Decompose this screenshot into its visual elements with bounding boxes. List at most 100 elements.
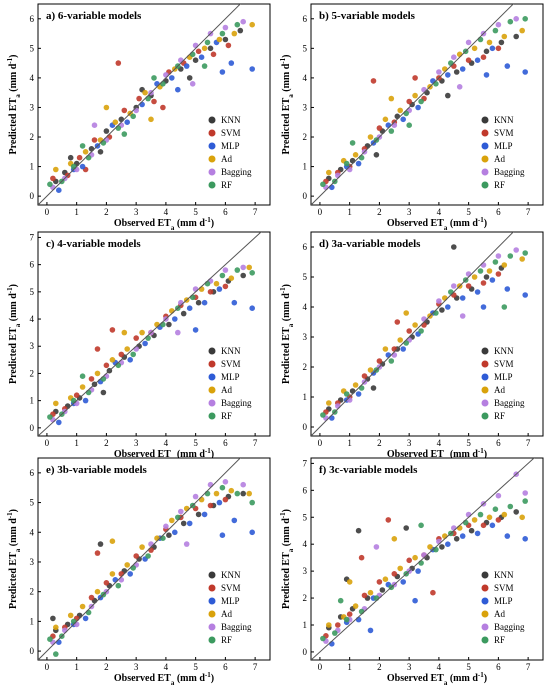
data-point <box>201 45 208 52</box>
data-point <box>367 367 374 373</box>
x-tick-label: 1 <box>74 662 79 672</box>
data-point <box>189 81 196 87</box>
data-point <box>56 187 62 193</box>
legend: KNN SVM MLP Ad Bagging RF <box>481 570 525 645</box>
data-point <box>352 603 359 609</box>
legend-label: Bagging <box>494 622 525 632</box>
data-point <box>216 286 223 292</box>
y-tick-label: 4 <box>30 527 35 537</box>
series-ad <box>326 511 525 628</box>
y-tick-label: 2 <box>30 132 35 142</box>
data-point <box>480 262 487 268</box>
series-ad <box>53 264 252 407</box>
data-point <box>124 346 130 352</box>
data-point <box>103 580 110 586</box>
legend-marker <box>481 636 489 644</box>
data-point <box>91 137 98 143</box>
data-point <box>522 536 528 542</box>
data-point <box>183 541 190 547</box>
y-tick-label: 1 <box>30 616 35 626</box>
data-point <box>169 517 175 524</box>
y-axis-label-main: Predicted ET <box>281 552 292 609</box>
data-point <box>519 256 525 262</box>
data-point <box>326 169 332 176</box>
data-point <box>373 544 380 550</box>
data-point <box>133 553 139 559</box>
data-point <box>172 529 178 536</box>
data-point <box>367 134 374 140</box>
data-point <box>195 299 202 306</box>
data-point <box>335 403 341 409</box>
data-point <box>501 262 508 268</box>
data-point <box>370 78 377 84</box>
data-point <box>73 392 80 399</box>
y-axis-label-close: ) <box>8 54 19 57</box>
y-tick-label: 4 <box>303 539 308 549</box>
x-tick-label: 4 <box>164 207 169 217</box>
legend-label: MLP <box>494 596 513 606</box>
data-point <box>118 571 125 577</box>
data-point <box>198 286 205 292</box>
data-point <box>445 72 451 78</box>
data-point <box>201 299 208 306</box>
data-point <box>246 264 252 271</box>
y-axis-label-main: Predicted ET <box>8 552 19 609</box>
data-point <box>376 125 383 131</box>
data-point <box>504 63 511 69</box>
x-tick-label: 3 <box>134 438 139 448</box>
data-point <box>183 63 190 69</box>
data-point <box>391 536 398 542</box>
data-point <box>495 253 502 259</box>
x-axis-label: Observed ETa (mm d-1) <box>114 216 214 232</box>
data-point <box>228 275 235 282</box>
data-point <box>418 328 424 334</box>
data-point <box>228 60 235 66</box>
legend-marker <box>208 155 216 163</box>
x-tick-label: 0 <box>45 438 50 448</box>
data-point <box>207 481 214 488</box>
x-axis-label-exponent: -1 <box>205 671 211 679</box>
data-point <box>70 397 77 404</box>
x-tick-label: 4 <box>437 662 442 672</box>
data-point <box>477 36 484 43</box>
data-point <box>451 283 457 289</box>
data-point <box>385 517 392 523</box>
data-point <box>382 346 389 352</box>
data-point <box>433 546 439 553</box>
data-point <box>79 384 86 390</box>
data-point <box>186 520 193 527</box>
data-point <box>186 75 193 81</box>
data-point <box>465 511 472 518</box>
x-tick-label: 5 <box>466 438 471 448</box>
data-point <box>216 36 223 43</box>
plot-area <box>311 232 528 436</box>
data-point <box>335 172 341 179</box>
data-point <box>477 511 484 518</box>
data-point <box>148 541 154 547</box>
data-point <box>178 508 184 515</box>
x-axis-label-subscript: a <box>171 224 175 232</box>
y-axis-label-close: ) <box>281 54 292 57</box>
data-point <box>151 98 157 105</box>
data-point <box>430 589 436 596</box>
data-point <box>124 119 130 125</box>
y-tick-label: 2 <box>303 593 308 603</box>
data-point <box>160 81 166 87</box>
x-tick-label: 5 <box>193 207 198 217</box>
x-tick-label: 0 <box>318 662 323 672</box>
reference-line-1to1 <box>38 232 262 436</box>
data-point <box>175 329 181 336</box>
y-tick-label: 0 <box>303 191 308 201</box>
data-point <box>492 506 499 512</box>
data-point <box>471 274 478 280</box>
data-point <box>421 322 427 328</box>
data-point <box>522 250 528 256</box>
data-point <box>67 154 74 161</box>
data-point <box>219 30 226 37</box>
legend-marker <box>481 584 489 592</box>
x-axis-label-main: Observed ET <box>114 218 171 229</box>
y-tick-label: 0 <box>303 647 308 657</box>
data-point <box>62 627 68 634</box>
data-point <box>394 113 401 120</box>
data-point <box>459 295 466 301</box>
